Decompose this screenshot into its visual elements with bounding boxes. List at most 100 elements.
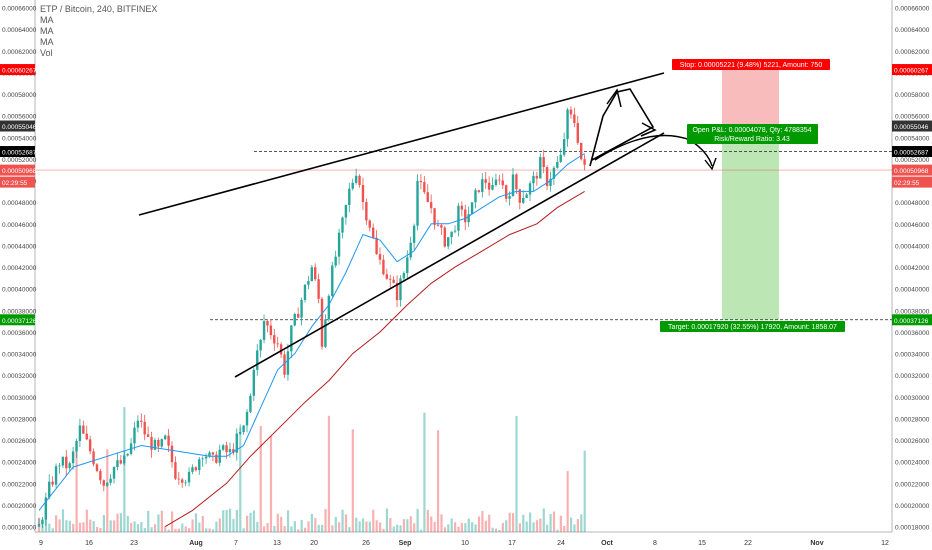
candle-body[interactable] [65, 456, 68, 469]
candle-body[interactable] [314, 267, 317, 280]
candle-body[interactable] [211, 452, 215, 455]
candle-body[interactable] [126, 453, 129, 456]
candle-body[interactable] [583, 159, 586, 165]
candle-body[interactable] [181, 479, 184, 483]
candle-body[interactable] [88, 439, 92, 452]
candle-body[interactable] [157, 439, 160, 447]
indicator-ma-3[interactable]: MA [40, 37, 54, 47]
candle-body[interactable] [491, 185, 494, 190]
candle-body[interactable] [518, 189, 522, 203]
candle-body[interactable] [539, 157, 542, 179]
candle-body[interactable] [440, 225, 443, 228]
candle-body[interactable] [106, 482, 109, 486]
candle-body[interactable] [187, 471, 191, 483]
candle-body[interactable] [109, 478, 112, 483]
candle-body[interactable] [402, 273, 406, 279]
candle-body[interactable] [562, 139, 566, 155]
candle-body[interactable] [112, 466, 116, 479]
candle-body[interactable] [82, 425, 85, 434]
candle-body[interactable] [416, 180, 419, 226]
candle-body[interactable] [327, 295, 331, 320]
candle-body[interactable] [146, 434, 150, 437]
candle-body[interactable] [174, 462, 177, 479]
candle-body[interactable] [525, 194, 528, 198]
candle-body[interactable] [447, 237, 450, 247]
candle-body[interactable] [569, 109, 573, 115]
upper-trendline[interactable] [138, 72, 665, 216]
candle-body[interactable] [382, 259, 385, 275]
indicator-ma-1[interactable]: MA [40, 15, 54, 25]
candle-body[interactable] [423, 182, 426, 193]
candle-body[interactable] [334, 256, 337, 266]
candle-body[interactable] [163, 435, 167, 440]
candle-body[interactable] [573, 114, 576, 124]
candle-body[interactable] [133, 427, 136, 444]
candle-body[interactable] [566, 109, 569, 140]
candle-body[interactable] [41, 519, 44, 525]
candle-body[interactable] [208, 452, 211, 457]
candle-body[interactable] [194, 467, 198, 471]
candle-body[interactable] [317, 279, 320, 299]
candle-body[interactable] [167, 435, 170, 446]
candle-body[interactable] [351, 182, 354, 189]
candle-body[interactable] [341, 217, 344, 233]
candle-body[interactable] [153, 439, 157, 450]
candle-body[interactable] [204, 456, 208, 459]
candle-body[interactable] [54, 466, 58, 485]
candle-body[interactable] [252, 369, 256, 396]
candle-body[interactable] [75, 440, 78, 452]
candle-body[interactable] [310, 267, 313, 282]
indicator-vol[interactable]: Vol [40, 48, 53, 58]
candle-body[interactable] [559, 154, 562, 162]
candle-body[interactable] [300, 299, 303, 318]
candle-body[interactable] [511, 174, 515, 197]
candle-body[interactable] [198, 459, 201, 471]
candle-body[interactable] [136, 420, 140, 428]
candle-body[interactable] [143, 421, 146, 435]
candle-body[interactable] [426, 192, 429, 203]
candle-body[interactable] [515, 174, 518, 190]
candle-body[interactable] [232, 449, 235, 453]
candle-body[interactable] [419, 180, 423, 183]
candle-body[interactable] [545, 167, 549, 186]
candle-body[interactable] [535, 175, 539, 179]
projection-path[interactable] [589, 88, 655, 167]
candle-body[interactable] [579, 142, 583, 160]
candle-body[interactable] [481, 179, 484, 192]
candle-body[interactable] [221, 445, 225, 450]
candle-body[interactable] [395, 282, 399, 301]
projection-curve[interactable] [594, 134, 713, 167]
candle-body[interactable] [399, 278, 402, 301]
candle-body[interactable] [160, 439, 163, 447]
candle-body[interactable] [406, 257, 409, 274]
indicator-ma-2[interactable]: MA [40, 26, 54, 36]
candle-body[interactable] [371, 227, 375, 238]
candle-body[interactable] [201, 458, 204, 460]
candle-body[interactable] [290, 325, 293, 352]
stop-zone[interactable] [722, 69, 779, 127]
candle-body[interactable] [453, 230, 457, 232]
candle-body[interactable] [508, 196, 511, 199]
candle-body[interactable] [484, 179, 487, 183]
candle-body[interactable] [215, 454, 218, 463]
candle-body[interactable] [228, 449, 232, 453]
candle-body[interactable] [331, 265, 334, 296]
candle-body[interactable] [78, 425, 82, 441]
candle-body[interactable] [368, 220, 371, 228]
candle-body[interactable] [307, 281, 310, 285]
candle-body[interactable] [249, 395, 252, 412]
candle-body[interactable] [276, 343, 279, 345]
candle-body[interactable] [269, 325, 273, 336]
candle-body[interactable] [457, 205, 460, 231]
candle-body[interactable] [266, 321, 269, 326]
candle-body[interactable] [501, 180, 504, 186]
candle-body[interactable] [470, 202, 474, 215]
candle-body[interactable] [361, 185, 365, 202]
target-zone[interactable] [722, 126, 779, 320]
candle-body[interactable] [102, 480, 105, 486]
candle-body[interactable] [242, 425, 245, 433]
candle-body[interactable] [177, 478, 181, 480]
candle-body[interactable] [409, 242, 412, 258]
candle-body[interactable] [48, 481, 51, 498]
